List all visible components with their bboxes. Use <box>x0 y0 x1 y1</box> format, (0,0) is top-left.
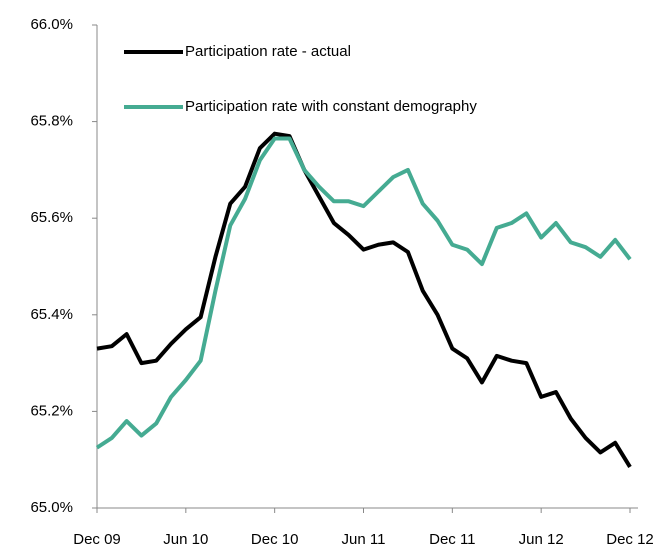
y-tick-label: 65.0% <box>30 499 73 516</box>
legend-label: Participation rate with constant demogra… <box>185 98 477 115</box>
y-tick-label: 66.0% <box>30 16 73 33</box>
x-tick-label: Jun 10 <box>163 531 208 548</box>
x-tick-label: Jun 12 <box>519 531 564 548</box>
x-tick-label: Dec 09 <box>73 531 121 548</box>
x-tick-label: Dec 12 <box>606 531 654 548</box>
x-tick-label: Jun 11 <box>342 531 386 548</box>
x-tick-label: Dec 11 <box>429 531 475 548</box>
y-tick-label: 65.8% <box>30 113 73 130</box>
legend-label: Participation rate - actual <box>185 43 351 60</box>
y-tick-label: 65.6% <box>30 209 73 226</box>
series-line <box>95 136 632 450</box>
y-tick-label: 65.4% <box>30 306 73 323</box>
x-tick-label: Dec 10 <box>251 531 299 548</box>
series-line <box>96 131 632 468</box>
y-tick-label: 65.2% <box>30 402 73 419</box>
